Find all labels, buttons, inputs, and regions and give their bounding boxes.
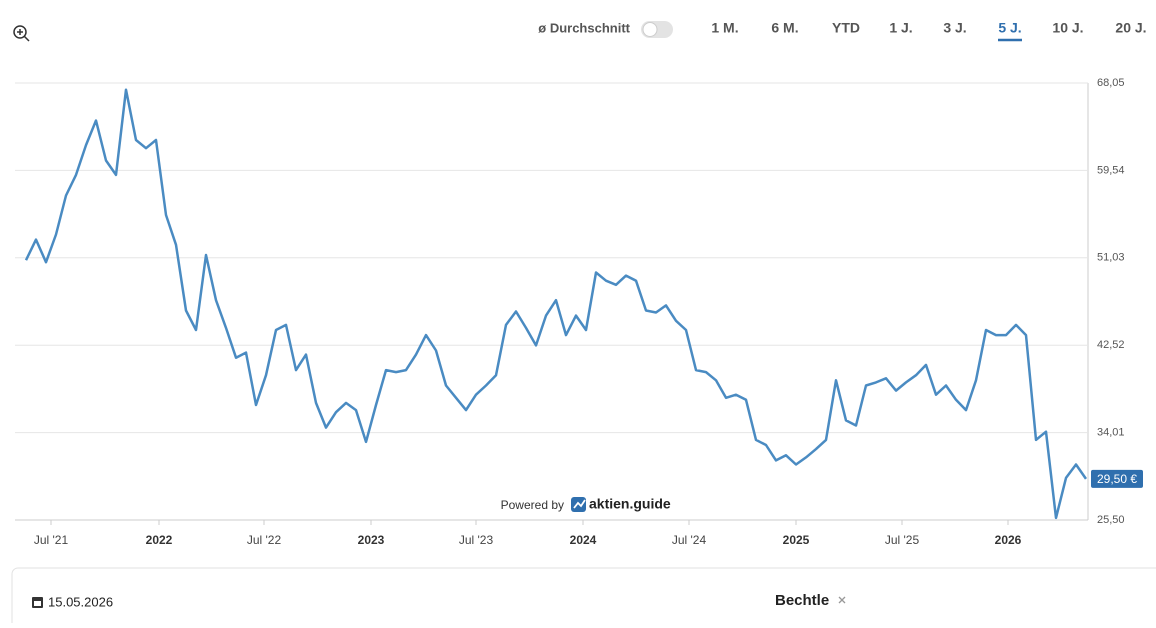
powered-by: Powered by aktien.guide <box>501 496 671 512</box>
y-tick-label: 59,54 <box>1097 164 1125 176</box>
y-tick-label: 51,03 <box>1097 252 1125 264</box>
x-tick-label: Jul '25 <box>885 533 920 547</box>
price-line <box>24 88 1088 520</box>
x-tick-label: 2024 <box>570 533 597 547</box>
range-button[interactable]: YTD <box>832 20 860 36</box>
x-tick-label: Jul '23 <box>459 533 494 547</box>
date: 15.05.2026 <box>48 594 113 609</box>
x-tick-label: 2023 <box>358 533 385 547</box>
last-price-box <box>1091 469 1143 488</box>
range-button[interactable]: 6 M. <box>771 20 798 36</box>
range-button[interactable]: 5 J. <box>998 20 1021 36</box>
brand: aktien.guide <box>589 496 671 512</box>
average-toggle-label: ø Durchschnitt <box>538 20 630 35</box>
range-button[interactable]: 10 J. <box>1052 20 1083 36</box>
y-tick-label: 34,01 <box>1097 427 1125 439</box>
stock-name: Bechtle <box>775 592 829 609</box>
range-button[interactable]: 3 J. <box>943 20 966 36</box>
range-button[interactable]: 1 M. <box>711 20 738 36</box>
remove-icon[interactable] <box>838 596 846 604</box>
y-tick-label: 25,50 <box>1097 514 1125 526</box>
zoom-icon[interactable] <box>13 25 30 42</box>
range-button[interactable]: 20 J. <box>1115 20 1146 36</box>
average-toggle[interactable] <box>641 21 673 38</box>
info-card <box>11 567 1156 628</box>
x-tick-label: Jul '24 <box>672 533 707 547</box>
range-button[interactable]: 1 J. <box>889 20 912 36</box>
x-tick-label: Jul '22 <box>247 533 282 547</box>
x-tick-label: 2025 <box>783 533 810 547</box>
x-tick-label: 2022 <box>146 533 173 547</box>
last-price-label: 29,50 € <box>1097 472 1137 486</box>
powered-by-text: Powered by <box>501 498 564 512</box>
y-tick-label: 68,05 <box>1097 77 1125 89</box>
x-tick-label: 2026 <box>995 533 1022 547</box>
x-tick-label: Jul '21 <box>34 533 69 547</box>
calendar-icon <box>32 597 43 608</box>
y-tick-label: 42,52 <box>1097 339 1125 351</box>
